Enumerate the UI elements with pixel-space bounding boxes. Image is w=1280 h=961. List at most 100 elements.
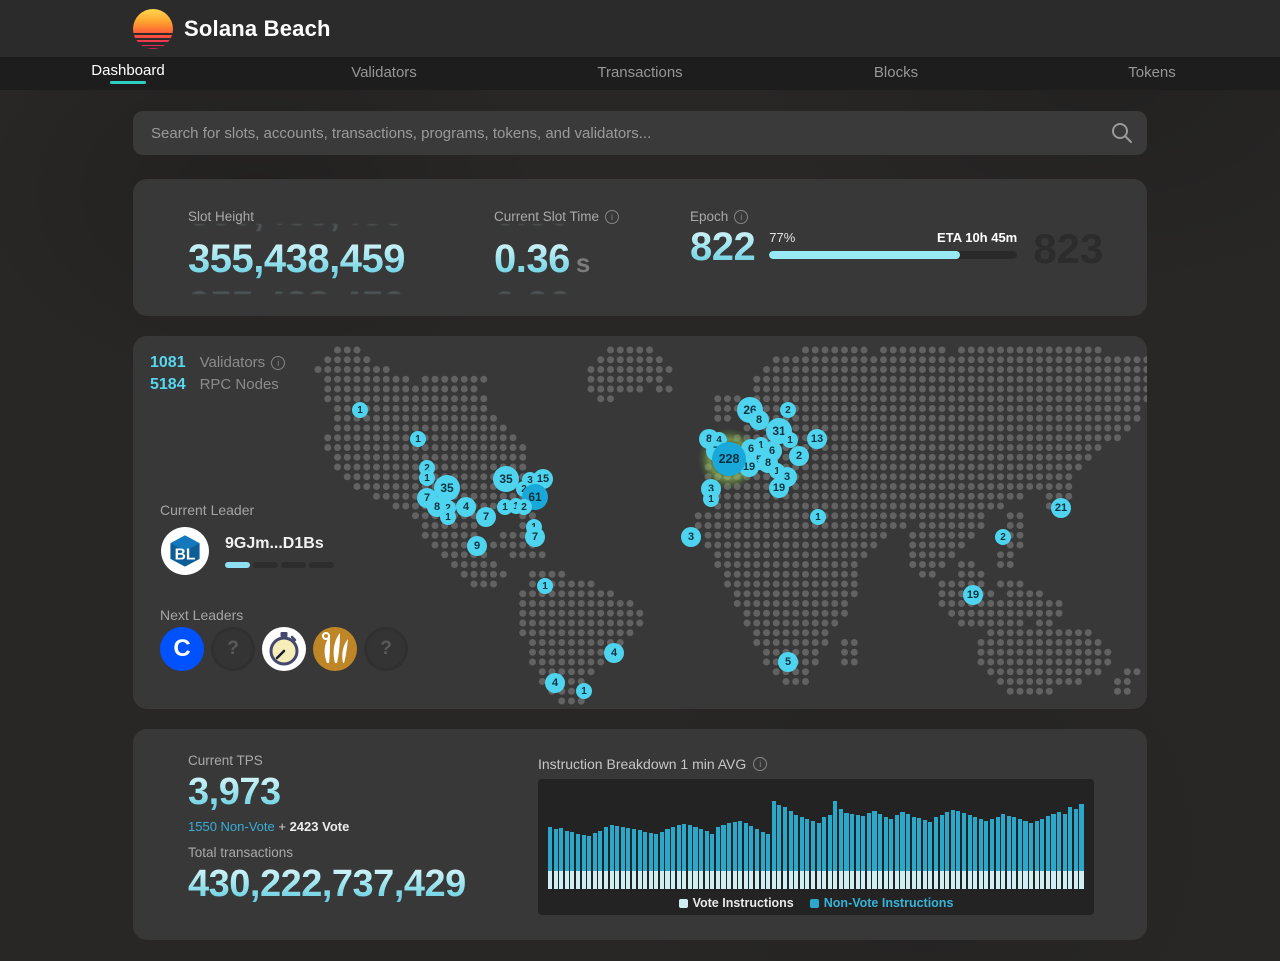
map-marker[interactable]: 5 — [778, 652, 798, 672]
chart-bar — [805, 819, 810, 889]
current-leader-row: BL 9GJm...D1Bs — [160, 526, 334, 576]
chart-bar — [548, 827, 553, 889]
map-marker[interactable]: 228 — [712, 442, 746, 476]
chart-bar — [794, 815, 799, 889]
legend-item[interactable]: Non-Vote Instructions — [809, 896, 953, 910]
tab-transactions[interactable]: Transactions — [597, 64, 683, 81]
next-epoch-ghost: 823 — [1033, 225, 1104, 272]
chart-bar — [950, 810, 955, 889]
chart-bar — [564, 831, 569, 889]
rpc-count: 5184 — [150, 376, 186, 393]
gold-leader-avatar[interactable] — [313, 627, 357, 671]
info-icon[interactable]: i — [734, 209, 749, 224]
search-input[interactable] — [133, 111, 1147, 155]
chart-bar — [738, 821, 743, 889]
map-marker[interactable]: 2 — [516, 499, 532, 515]
chart-bar — [581, 835, 586, 889]
map-marker[interactable]: 4 — [545, 673, 565, 693]
map-marker[interactable]: 21 — [1051, 498, 1071, 518]
map-marker[interactable]: 4 — [456, 497, 476, 517]
chart-bar — [693, 827, 698, 889]
chart-bar — [710, 834, 715, 889]
chart-bar — [1051, 814, 1056, 889]
current-tps-value: 3,973 — [188, 771, 466, 813]
info-icon[interactable]: i — [271, 356, 286, 370]
legend-item[interactable]: Vote Instructions — [678, 896, 794, 910]
map-marker[interactable]: 1 — [703, 491, 719, 507]
chart-bar — [615, 826, 620, 889]
epoch-progress-bar — [769, 251, 1018, 259]
chart-bar — [922, 820, 927, 889]
vote-count: 2423 Vote — [289, 819, 350, 834]
sunset-logo-icon[interactable] — [133, 8, 173, 49]
chart-bar — [699, 829, 704, 889]
validators-count: 1081 — [150, 354, 186, 371]
chart-bar — [973, 817, 978, 889]
map-marker[interactable]: 1 — [576, 683, 592, 699]
map-marker[interactable]: 7 — [525, 527, 545, 547]
tab-tokens[interactable]: Tokens — [1128, 64, 1176, 81]
map-marker[interactable]: 1 — [537, 578, 553, 594]
map-marker[interactable]: 3 — [681, 527, 701, 547]
chart-bar — [838, 809, 843, 889]
map-marker[interactable]: 1 — [410, 431, 426, 447]
chart-bar — [1006, 816, 1011, 889]
map-marker[interactable]: 8 — [749, 410, 769, 430]
map-marker[interactable]: 1 — [419, 470, 435, 486]
map-marker[interactable]: 19 — [769, 478, 789, 498]
chart-bar — [917, 818, 922, 889]
chart-bar — [575, 834, 581, 889]
time-ticker-ghost-bottom: 0.36 — [494, 282, 690, 294]
chart-bar — [598, 831, 603, 889]
map-marker[interactable]: 35 — [493, 466, 519, 492]
map-marker[interactable]: 2 — [995, 529, 1011, 545]
tab-dashboard[interactable]: Dashboard — [0, 57, 256, 90]
map-marker[interactable]: 19 — [963, 585, 983, 605]
chart-bar — [766, 834, 771, 889]
chart-bar — [961, 813, 967, 889]
map-marker[interactable]: 1 — [782, 432, 798, 448]
leader-name[interactable]: 9GJm...D1Bs — [225, 534, 324, 552]
map-marker[interactable]: 2 — [789, 446, 809, 466]
chart-bar — [911, 817, 916, 889]
map-marker[interactable]: 61 — [522, 484, 548, 510]
leader-avatar[interactable]: BL — [160, 526, 210, 576]
validators-label: Validators — [199, 354, 266, 371]
map-marker[interactable]: 9 — [467, 536, 487, 556]
unknown-leader-avatar[interactable]: ? — [211, 627, 255, 671]
chart-bar — [1040, 819, 1045, 889]
slot-time-value: 0.36 — [494, 237, 570, 281]
chart-bar — [620, 827, 625, 889]
coinbase-leader-avatar[interactable]: C — [160, 627, 204, 671]
chart-bar — [570, 832, 575, 889]
validator-map-card: 1121357821435315216112717914413512682311… — [133, 336, 1147, 709]
info-icon[interactable]: i — [605, 209, 620, 224]
map-marker[interactable]: 35 — [434, 475, 460, 501]
chart-bar — [906, 814, 911, 889]
search-icon[interactable] — [1110, 121, 1134, 145]
epoch-progress-block: 77% ETA 10h 45m — [769, 224, 1018, 259]
map-marker[interactable]: 2 — [780, 402, 796, 418]
chart-bar — [878, 814, 883, 889]
map-marker[interactable]: 13 — [807, 429, 827, 449]
chart-bar — [643, 832, 648, 889]
map-marker[interactable]: 1 — [440, 509, 456, 525]
chart-bar — [799, 817, 804, 889]
chart-legend: Vote Instructions Non-Vote Instructions — [538, 896, 1094, 910]
map-marker[interactable]: 7 — [476, 507, 496, 527]
chart-bar — [894, 815, 899, 889]
stopwatch-leader-avatar[interactable] — [262, 627, 306, 671]
map-marker[interactable]: 1 — [497, 499, 513, 515]
map-marker[interactable]: 1 — [810, 509, 826, 525]
chart-bar — [900, 812, 905, 889]
tab-blocks[interactable]: Blocks — [873, 64, 919, 81]
map-marker[interactable]: 4 — [604, 643, 624, 663]
main-content: Slot Height 355,438,459 355,438,459 355,… — [133, 90, 1147, 940]
info-icon[interactable]: i — [753, 757, 768, 771]
map-marker[interactable]: 1 — [352, 402, 368, 418]
nonvote-link[interactable]: 1550 Non-Vote — [188, 819, 275, 834]
chart-bar — [1017, 819, 1022, 889]
chart-bar — [816, 823, 821, 889]
tab-validators[interactable]: Validators — [351, 64, 417, 81]
unknown-leader-avatar[interactable]: ? — [364, 627, 408, 671]
